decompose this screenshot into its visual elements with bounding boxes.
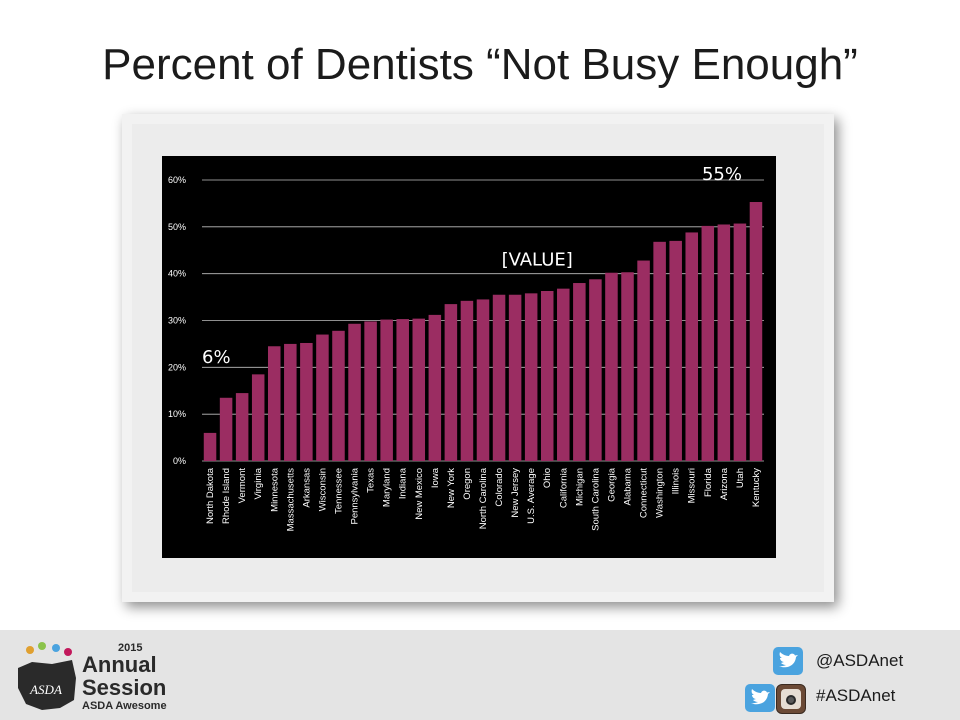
bar [300, 342, 313, 461]
x-tick-label: Missouri [687, 468, 698, 503]
logo-tagline: ASDA Awesome [82, 700, 167, 712]
bar [669, 240, 682, 461]
x-tick-label: Connecticut [639, 468, 650, 519]
bar [444, 304, 458, 461]
x-tick-label: Vermont [237, 468, 248, 504]
bar [332, 330, 345, 461]
twitter-icon[interactable] [745, 684, 775, 712]
x-tick-label: New Jersey [510, 468, 521, 518]
logo-annual: Annual [82, 652, 157, 677]
bar [573, 283, 586, 461]
data-label: 6% [202, 347, 231, 368]
x-tick-label: Arkansas [301, 468, 312, 508]
x-tick-label: Maryland [382, 468, 393, 507]
bar [460, 300, 474, 461]
bar [284, 343, 297, 461]
bar [251, 374, 265, 461]
data-label: 55% [702, 164, 742, 185]
slide-title: Percent of Dentists “Not Busy Enough” [102, 40, 858, 89]
x-tick-label: Texas [366, 468, 377, 493]
bar [267, 346, 281, 461]
x-tick-label: Pennsylvania [350, 467, 361, 524]
x-tick-label: Utah [735, 468, 746, 488]
bar [701, 225, 715, 461]
x-tick-label: Indiana [398, 467, 409, 499]
bar [428, 314, 442, 461]
bar [219, 397, 233, 461]
x-tick-label: New York [446, 468, 457, 508]
twitter-handle[interactable]: @ASDAnet [816, 651, 904, 670]
annual-session-logo: ASDA [18, 642, 76, 710]
instagram-icon[interactable] [776, 684, 806, 714]
bar [348, 323, 361, 461]
twitter-icon[interactable] [773, 647, 803, 675]
x-tick-label: Tennessee [333, 468, 344, 514]
bar-chart: 0% 10% 20% 30% 40% 50% 60% North Dakota Rhode Is… [162, 156, 776, 558]
y-tick-label: 60% [168, 175, 186, 185]
bar [605, 272, 618, 461]
bar [717, 224, 731, 461]
x-tick-label: North Dakota [205, 467, 216, 524]
x-tick-label: Michigan [574, 468, 585, 506]
x-tick-label: Massachusetts [285, 468, 296, 532]
bar [637, 260, 650, 461]
bar [685, 232, 698, 461]
bar [557, 288, 570, 461]
x-tick-label: Georgia [606, 467, 617, 502]
logo-session: Session [82, 675, 167, 700]
y-tick-label: 50% [168, 222, 186, 232]
logo-year: 2015 [118, 642, 143, 654]
x-tick-label: Washington [655, 468, 666, 518]
bar [492, 294, 506, 461]
logo-emblem-text: ASDA [29, 682, 62, 697]
x-tick-label: Alabama [623, 467, 634, 505]
y-tick-label: 30% [168, 316, 186, 326]
bar [412, 318, 426, 461]
bar [749, 202, 763, 461]
x-tick-label: Virginia [253, 467, 264, 499]
y-tick-label: 40% [168, 269, 186, 279]
bar [203, 432, 217, 461]
bar [621, 272, 634, 461]
y-tick-label: 10% [168, 409, 186, 419]
x-tick-label: Arizona [719, 467, 730, 500]
bar [316, 334, 329, 461]
x-tick-label: Florida [703, 467, 714, 497]
bar [476, 299, 490, 461]
bar [235, 393, 249, 461]
x-tick-label: Ohio [542, 468, 553, 488]
chart-card: 0% 10% 20% 30% 40% 50% 60% North Dakota Rhode Is… [122, 114, 834, 602]
x-tick-label: Colorado [494, 468, 505, 507]
bar [364, 321, 377, 461]
x-tick-label: Rhode Island [221, 468, 232, 524]
bar [524, 293, 538, 461]
x-tick-label: Wisconsin [317, 468, 328, 511]
y-tick-label: 0% [173, 456, 186, 466]
x-tick-label: Iowa [430, 467, 441, 488]
y-tick-label: 20% [168, 362, 186, 372]
data-label: [VALUE] [502, 249, 573, 270]
x-tick-label: Illinois [671, 468, 682, 495]
bar [653, 241, 666, 461]
hashtag[interactable]: #ASDAnet [816, 686, 896, 705]
bar [380, 319, 393, 461]
x-tick-label: New Mexico [414, 468, 425, 520]
bar [589, 279, 602, 461]
x-tick-label: California [558, 467, 569, 508]
x-tick-label: Minnesota [269, 467, 280, 512]
bar [540, 291, 554, 461]
x-tick-label: U.S. Average [526, 468, 537, 524]
x-tick-label: South Carolina [590, 467, 601, 531]
x-tick-label: Kentucky [751, 468, 762, 507]
bar [396, 319, 409, 461]
bar [508, 294, 522, 461]
x-tick-label: Oregon [462, 468, 473, 500]
x-tick-label: North Carolina [478, 467, 489, 529]
bar [733, 223, 747, 461]
